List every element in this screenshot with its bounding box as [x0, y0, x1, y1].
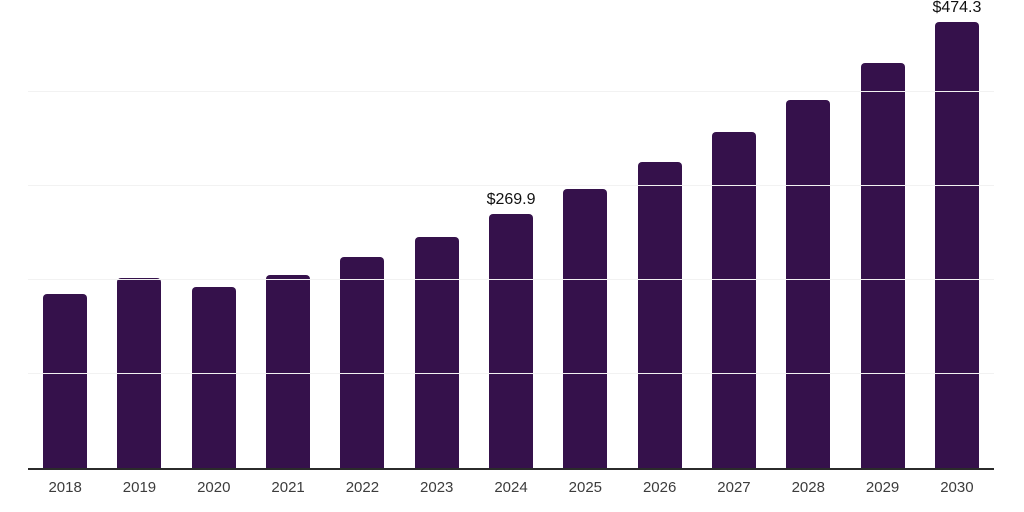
bar-group-2018	[28, 0, 102, 468]
bar-2025	[563, 189, 608, 468]
bar-group-2021	[251, 0, 325, 468]
x-axis-labels: 2018 2019 2020 2021 2022 2023 2024 2025 2026 2027…	[28, 479, 994, 497]
bar-group-2026	[623, 0, 697, 468]
x-tick-label-2029: 2029	[865, 479, 900, 496]
bar-group-2024: $269.9	[474, 0, 548, 468]
bar-group-2029	[845, 0, 919, 468]
bar-2018	[43, 294, 88, 468]
bar-2023	[414, 236, 459, 468]
x-tick-label-2024: 2024	[494, 479, 528, 496]
bar-group-2030: $474.3	[920, 0, 994, 468]
data-label-2030: $474.3	[932, 0, 982, 16]
bar-2019	[117, 277, 162, 468]
bar-2027	[711, 132, 756, 468]
x-tick-label-2022: 2022	[345, 479, 380, 496]
bar-2028	[786, 99, 831, 468]
x-tick-label-2025: 2025	[568, 479, 603, 496]
bar-2022	[340, 257, 385, 468]
x-tick-label-2023: 2023	[420, 479, 454, 496]
bar-2030	[934, 22, 979, 468]
bars-row: $269.9 $474.3	[28, 0, 994, 468]
bar-group-2023	[400, 0, 474, 468]
bar-group-2028	[771, 0, 845, 468]
x-tick-label-2019: 2019	[122, 479, 157, 496]
x-tick-label-2028: 2028	[791, 479, 825, 496]
bar-2021	[266, 274, 311, 468]
bar-group-2027	[697, 0, 771, 468]
x-tick-label-2018: 2018	[48, 479, 82, 496]
bar-2026	[637, 162, 682, 468]
gridline-300	[28, 185, 994, 186]
x-tick-label-2026: 2026	[642, 479, 677, 496]
gridline-100	[28, 373, 994, 374]
x-tick-label-2020: 2020	[197, 479, 231, 496]
bar-2024	[489, 214, 534, 468]
x-tick-label-2030: 2030	[940, 479, 974, 496]
bar-group-2022	[325, 0, 399, 468]
x-tick-label-2021: 2021	[271, 479, 305, 496]
bar-2029	[860, 62, 905, 468]
plot-area: $269.9 $474.3	[28, 0, 994, 470]
data-label-2024: $269.9	[486, 190, 536, 208]
gridline-400	[28, 91, 994, 92]
gridline-200	[28, 279, 994, 280]
bar-group-2020	[177, 0, 251, 468]
bar-group-2025	[548, 0, 622, 468]
bar-group-2019	[102, 0, 176, 468]
x-tick-label-2027: 2027	[717, 479, 751, 496]
bar-2020	[191, 287, 236, 468]
